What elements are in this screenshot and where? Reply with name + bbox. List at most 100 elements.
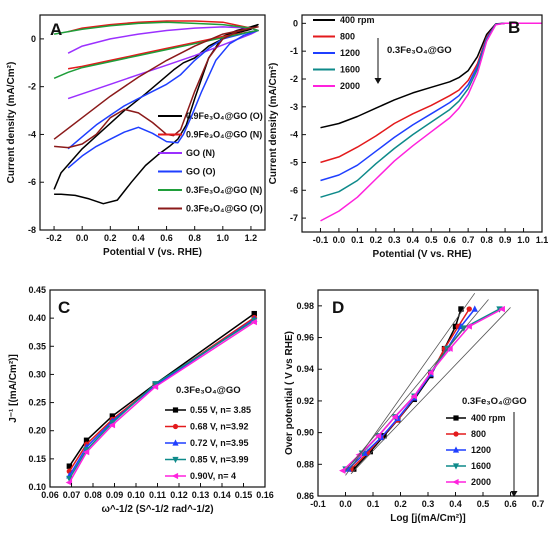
x-tick-label: 1.1 — [536, 235, 549, 245]
data-marker — [152, 381, 159, 388]
data-marker — [465, 323, 472, 330]
x-tick-label: 1.0 — [217, 233, 230, 243]
legend-label: 800 — [340, 32, 355, 42]
data-marker — [367, 448, 373, 455]
fit-line — [345, 299, 489, 471]
data-marker — [66, 475, 73, 483]
legend-label: 0.90V, n= 4 — [190, 471, 236, 481]
data-marker — [394, 414, 401, 422]
chart-panel-c: 0.06 0.07 0.08 0.09 0.10 0.11 0.12 0.13 0.14 0.15… — [8, 285, 274, 515]
data-marker — [446, 345, 453, 352]
x-tick-label: 1.2 — [245, 233, 258, 243]
x-tick-label: 0.6 — [504, 499, 517, 509]
y-tick-label: -4 — [290, 130, 298, 140]
data-marker — [108, 421, 116, 429]
legend-label: GO (O) — [186, 167, 216, 177]
y-tick-label: 0.96 — [296, 333, 314, 343]
data-marker — [471, 305, 478, 312]
y-tick-label: 0.98 — [296, 301, 314, 311]
x-tick-label: 0.9 — [499, 235, 512, 245]
data-marker — [109, 413, 116, 419]
panel-letter: A — [50, 20, 62, 39]
x-tick-label: 0.15 — [235, 490, 253, 500]
y-tick-label: 0.90 — [296, 428, 314, 438]
legend-label: 0.3Fe₃O₄@GO (N) — [186, 185, 262, 195]
legend-label: 0.3Fe₃O₄@GO (O) — [186, 204, 263, 214]
y-axis-label: Current density (mA/Cm²) — [6, 62, 17, 184]
x-tick-label: -0.1 — [313, 235, 329, 245]
legend-label: 2000 — [471, 477, 491, 487]
chart-panel-b: -0.1 0.0 0.1 0.2 0.3 0.4 0.5 0.6 0.7 0.8 0.9 1.0 1.1… — [268, 14, 549, 260]
y-tick-label: -4 — [28, 129, 36, 139]
x-axis-label: Potential (V vs. RHE) — [373, 249, 472, 260]
y-tick-label: -2 — [28, 82, 36, 92]
data-marker — [172, 407, 179, 413]
y-tick-label: 0.10 — [28, 482, 46, 492]
x-tick-label: 0.0 — [333, 235, 346, 245]
legend-label: 1600 — [471, 461, 491, 471]
legend-label: 400 rpm — [471, 413, 506, 423]
chart-panel-d: -0.1 0.0 0.1 0.2 0.3 0.4 0.5 0.6 0.7 0.86 0.88 0.90… — [284, 289, 544, 524]
data-marker — [458, 306, 464, 312]
x-tick-label: 0.0 — [339, 499, 352, 509]
y-tick-label: -6 — [290, 185, 298, 195]
y-tick-label: 0.25 — [28, 398, 46, 408]
series-line — [53, 26, 259, 149]
x-tick-label: 0.16 — [256, 490, 274, 500]
x-tick-label: 0.3 — [388, 235, 401, 245]
y-tick-label: 0.30 — [28, 369, 46, 379]
x-tick-label: 0.14 — [213, 490, 231, 500]
arrow-head — [374, 78, 382, 84]
x-axis-label: Potential V (vs. RHE) — [103, 247, 202, 258]
legend-label: GO (N) — [186, 148, 215, 158]
data-marker — [452, 478, 459, 486]
data-marker — [452, 463, 460, 470]
legend-label: 1200 — [340, 48, 360, 58]
x-tick-label: 0.5 — [477, 499, 490, 509]
data-marker — [452, 323, 459, 330]
series-line — [68, 318, 255, 477]
x-tick-label: 0.2 — [394, 499, 407, 509]
data-marker — [83, 437, 90, 443]
data-marker — [172, 439, 179, 446]
y-tick-label: 0.35 — [28, 341, 46, 351]
x-tick-label: 0.06 — [41, 490, 59, 500]
x-tick-label: 0.4 — [407, 235, 420, 245]
x-axis-label: Log [j(mA/Cm²)] — [390, 513, 466, 524]
y-tick-label: -3 — [290, 102, 298, 112]
data-marker — [410, 392, 417, 400]
y-tick-label: 0.45 — [28, 285, 46, 295]
y-tick-label: 0.88 — [296, 459, 314, 469]
data-marker — [391, 413, 398, 420]
legend-label: 0.85 V, n=3.99 — [190, 455, 248, 465]
y-tick-label: 0.92 — [296, 396, 314, 406]
x-tick-label: 0.0 — [76, 233, 89, 243]
legend-label: 1600 — [340, 65, 360, 75]
x-tick-label: 0.08 — [84, 490, 102, 500]
annotation-text: 0.3Fe₃O₄@GO — [387, 45, 452, 56]
x-tick-label: 0.6 — [443, 235, 456, 245]
data-marker — [250, 318, 257, 326]
plot-frame — [39, 14, 266, 231]
data-marker — [172, 423, 179, 430]
data-marker — [453, 415, 459, 421]
y-tick-label: 0.40 — [28, 313, 46, 323]
data-marker — [65, 479, 73, 486]
y-tick-label: 0.20 — [28, 426, 46, 436]
legend-label: 1200 — [471, 445, 491, 455]
y-tick-label: 0.15 — [28, 454, 46, 464]
annotation-text: 0.3Fe₃O₄@GO — [176, 385, 241, 396]
data-marker — [172, 456, 179, 464]
data-marker — [381, 433, 387, 439]
y-axis-label: J⁻¹ [(mA/Cm²)] — [8, 354, 19, 423]
legend-label: 0.68 V, n=3.92 — [190, 422, 248, 432]
x-tick-label: 0.2 — [370, 235, 383, 245]
series-line — [53, 21, 259, 79]
series-line — [320, 22, 542, 222]
data-marker — [466, 306, 472, 312]
y-tick-label: 0.86 — [296, 491, 314, 501]
data-marker — [342, 466, 349, 473]
data-marker — [151, 383, 159, 391]
y-tick-label: -7 — [290, 213, 298, 223]
